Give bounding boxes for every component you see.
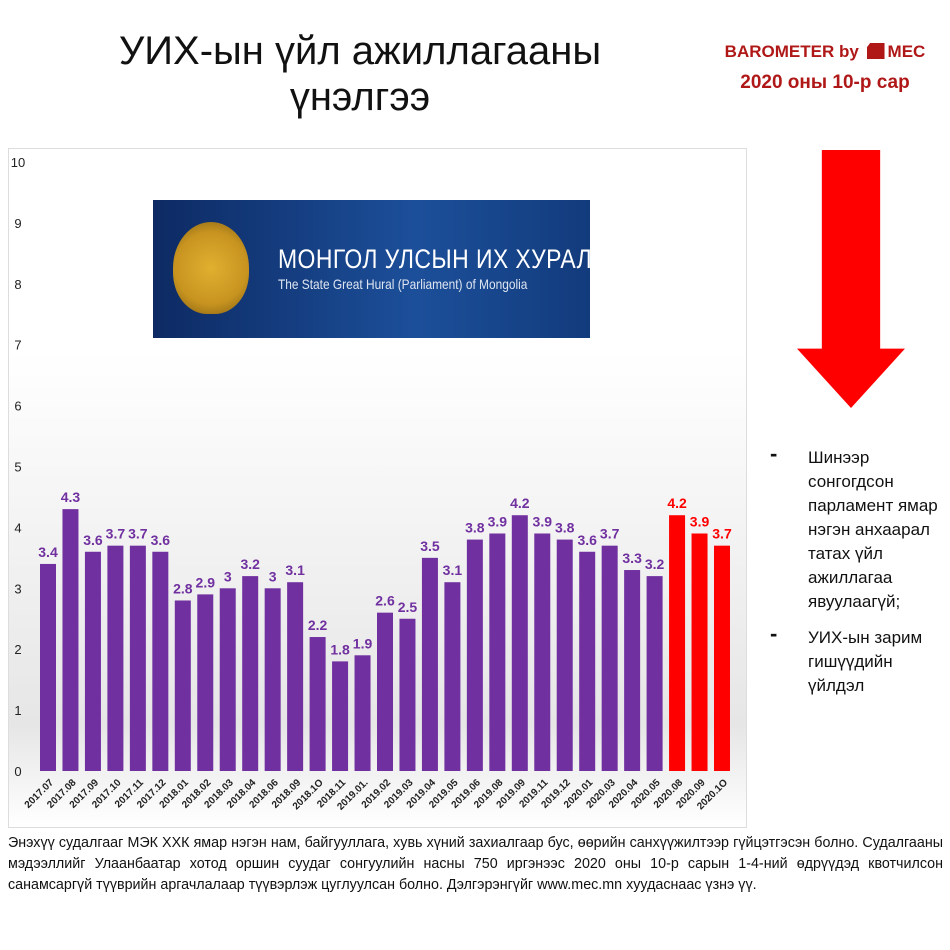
data-label: 3.4 [38, 544, 58, 560]
bullet-item: - УИХ-ын зарим гишүүдийн үйлдэл [770, 622, 945, 698]
bar [264, 588, 281, 771]
bar [377, 612, 393, 771]
data-label: 2.6 [375, 593, 395, 609]
data-label: 2.2 [308, 617, 328, 633]
data-label: 3.8 [555, 520, 575, 536]
bar [40, 563, 56, 771]
data-label: 3.9 [533, 513, 553, 529]
y-tick-label: 3 [14, 581, 21, 596]
bullet-item: - Шинээр сонгогдсон парламент ямар нэгэн … [770, 442, 945, 614]
brand-mec: MEC [887, 42, 926, 61]
data-label: 4.2 [510, 495, 530, 511]
data-label: 3.6 [83, 532, 103, 548]
bar [242, 576, 259, 771]
bar [219, 588, 236, 771]
data-label: 3.1 [285, 562, 305, 578]
bar [601, 545, 618, 771]
bullet-list: - Шинээр сонгогдсон парламент ямар нэгэн … [770, 442, 945, 710]
bar [556, 539, 573, 771]
bar [579, 551, 596, 771]
mec-logo-icon [866, 43, 885, 59]
data-label: 3.8 [465, 520, 485, 536]
data-label: 2.9 [196, 574, 216, 590]
bar [287, 582, 304, 771]
data-label: 3.7 [106, 526, 126, 542]
bar [421, 557, 438, 771]
data-label: 1.9 [353, 635, 373, 651]
data-label: 2.8 [173, 580, 193, 596]
bar [152, 551, 169, 771]
data-label: 3.7 [128, 526, 148, 542]
footer-note: Энэхүү судалгааг МЭК ХХК ямар нэгэн нам,… [8, 835, 943, 893]
brand-date: 2020 оны 10-р сар [740, 72, 910, 93]
bar [309, 637, 326, 771]
data-label: 3.7 [712, 526, 732, 542]
y-tick-label: 7 [14, 338, 21, 353]
data-label: 3.5 [420, 538, 440, 554]
bullet-dash: - [770, 441, 778, 466]
data-label: 4.3 [61, 489, 81, 505]
y-tick-label: 8 [14, 277, 21, 292]
y-tick-label: 5 [14, 460, 21, 475]
logo-title: МОНГОЛ УЛСЫН ИХ ХУРАЛ [278, 244, 593, 274]
state-emblem-icon [173, 222, 249, 314]
bar [107, 545, 124, 771]
bar [174, 600, 191, 771]
y-tick-label: 9 [14, 216, 21, 231]
y-tick-label: 4 [14, 520, 21, 535]
data-label: 2.5 [398, 599, 418, 615]
bar [489, 533, 506, 771]
data-label: 4.2 [667, 495, 687, 511]
data-label: 3 [269, 568, 277, 584]
data-label: 3.2 [645, 556, 665, 572]
data-label: 3.7 [600, 526, 620, 542]
bar [197, 594, 214, 771]
bar [714, 545, 730, 771]
slide-title: УИХ-ын үйл ажиллагааны үнэлгээ [118, 29, 602, 119]
bar [129, 545, 146, 771]
bar [332, 661, 349, 771]
data-label: 1.8 [330, 641, 350, 657]
brand-barometer: BAROMETER by [724, 42, 859, 61]
data-label: 3.1 [443, 562, 463, 578]
data-label: 3.3 [622, 550, 642, 566]
bar [444, 582, 461, 771]
brand: BAROMETER by MEC 2020 оны 10-р сар [705, 42, 945, 94]
bar [624, 570, 641, 771]
bar [646, 576, 663, 771]
bar [691, 533, 708, 771]
bullet-text: Шинээр сонгогдсон парламент ямар нэгэн а… [808, 448, 938, 611]
bullet-dash: - [770, 621, 778, 646]
data-label: 3 [224, 568, 232, 584]
bar [511, 515, 528, 771]
y-tick-label: 6 [14, 399, 21, 414]
bar [62, 509, 79, 771]
bar [466, 539, 483, 771]
data-label: 3.9 [690, 513, 710, 529]
y-tick-label: 1 [14, 703, 21, 718]
y-tick-label: 0 [14, 764, 21, 779]
bullet-text: УИХ-ын зарим гишүүдийн үйлдэл [808, 628, 923, 695]
bar [399, 618, 416, 771]
bar [534, 533, 551, 771]
bar [354, 655, 371, 771]
data-label: 3.2 [240, 556, 260, 572]
data-label: 3.6 [151, 532, 171, 548]
bar [669, 515, 686, 771]
y-tick-label: 10 [11, 155, 25, 170]
y-tick-label: 2 [14, 642, 21, 657]
data-label: 3.9 [488, 513, 508, 529]
data-label: 3.6 [577, 532, 597, 548]
logo-subtitle: The State Great Hural (Parliament) of Mo… [278, 276, 528, 292]
parliament-logo: МОНГОЛ УЛСЫН ИХ ХУРАЛ The State Great Hu… [153, 200, 593, 338]
bar [84, 551, 101, 771]
